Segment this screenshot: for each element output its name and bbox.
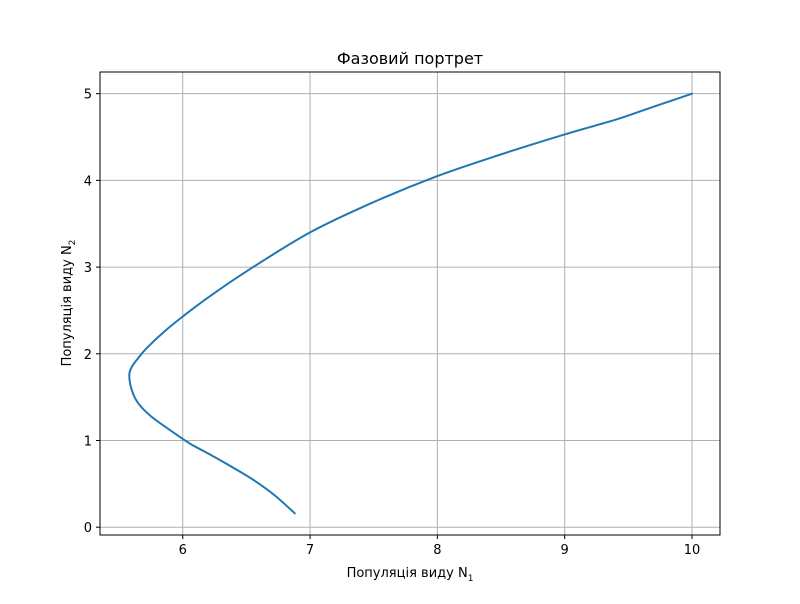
y-tick-label: 1 xyxy=(84,434,92,449)
x-axis-label-subscript: 1 xyxy=(468,574,474,584)
y-tick-label: 2 xyxy=(84,348,92,363)
grid xyxy=(100,72,720,535)
axis-ticks: 6 7 8 9 10 0 1 2 3 4 5 xyxy=(84,88,701,558)
x-tick-label: 7 xyxy=(306,543,314,558)
x-tick-label: 6 xyxy=(179,543,187,558)
y-tick-label: 3 xyxy=(84,261,92,276)
y-axis-label-text: Популяція виду N xyxy=(60,245,75,366)
y-tick-label: 0 xyxy=(84,521,92,536)
chart-title: Фазовий портрет xyxy=(337,49,483,68)
y-tick-label: 5 xyxy=(84,88,92,103)
phase-trajectory-line xyxy=(128,92,693,515)
y-tick-label: 4 xyxy=(84,174,92,189)
plot-area-frame xyxy=(99,71,721,536)
series-layer xyxy=(128,92,693,515)
x-tick-label: 10 xyxy=(684,543,701,558)
y-axis-label: Популяція виду N2 xyxy=(60,240,78,367)
x-tick-label: 8 xyxy=(433,543,441,558)
x-tick-label: 9 xyxy=(561,543,569,558)
x-axis-label: Популяція виду N1 xyxy=(347,566,474,584)
y-axis-label-subscript: 2 xyxy=(68,240,78,246)
x-axis-label-text: Популяція виду N xyxy=(347,566,468,581)
